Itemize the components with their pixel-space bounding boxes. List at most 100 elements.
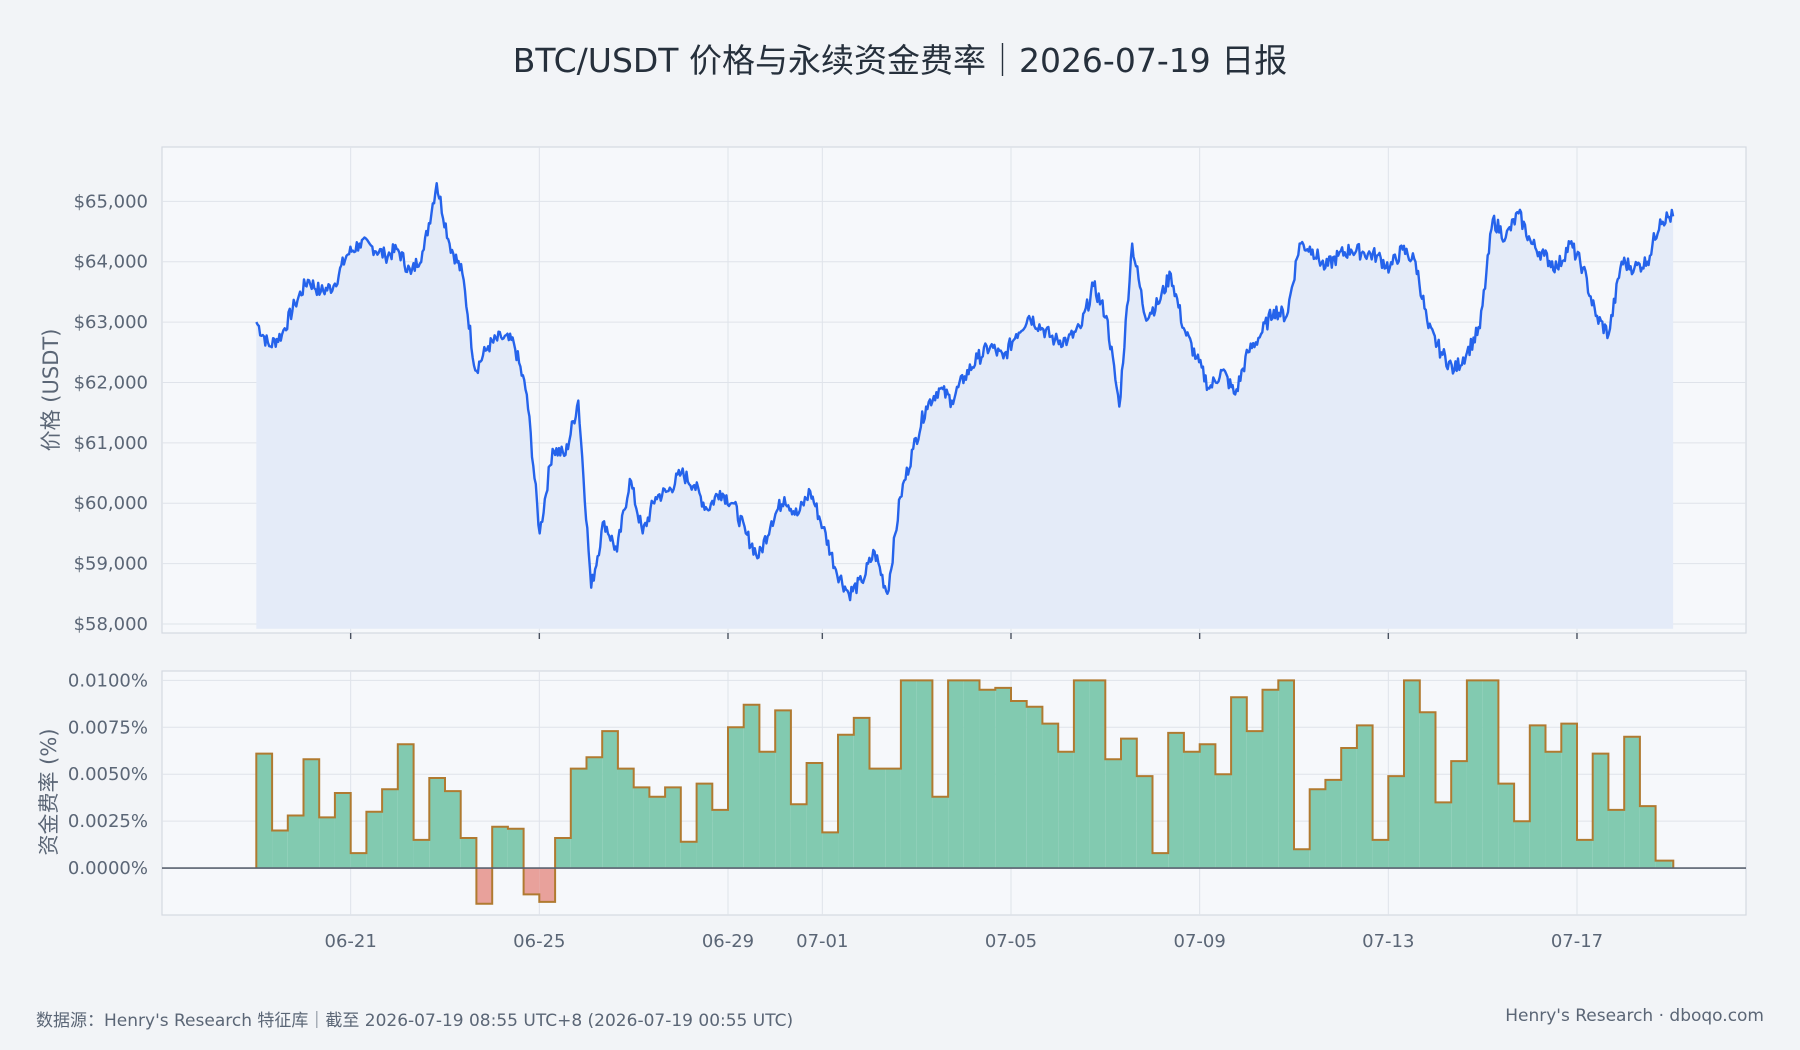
funding-rate-bar <box>979 689 996 869</box>
funding-x-tick-label: 07-05 <box>985 931 1037 952</box>
funding-rate-bar <box>1168 732 1184 869</box>
chart-title: BTC/USDT 价格与永续资金费率｜2026-07-19 日报 <box>512 41 1288 80</box>
brand-credit: Henry's Research · dboqo.com <box>1505 1006 1764 1026</box>
funding-rate-bar <box>1372 839 1389 869</box>
funding-rate-bar <box>948 680 964 869</box>
funding-rate-bar <box>1136 776 1153 869</box>
funding-rate-bar <box>885 768 901 869</box>
price-y-tick-label: $60,000 <box>74 493 148 514</box>
funding-rate-bar <box>334 793 351 869</box>
price-y-tick-label: $62,000 <box>74 372 148 393</box>
funding-rate-bar <box>1624 736 1640 869</box>
price-line <box>255 182 1675 602</box>
funding-rate-bar <box>303 759 320 869</box>
funding-rate-bar <box>806 762 823 869</box>
funding-rate-bar <box>916 680 933 869</box>
funding-x-tick-label: 07-13 <box>1362 931 1414 952</box>
funding-rate-bar <box>1529 725 1546 869</box>
funding-rate-bar <box>1121 738 1137 869</box>
data-source-note: 数据源：Henry's Research 特征库｜截至 2026-07-19 0… <box>36 1011 794 1031</box>
funding-rate-bar <box>712 809 728 869</box>
funding-rate-bar <box>319 817 335 869</box>
funding-rate-bar <box>1262 689 1279 869</box>
funding-rate-bar <box>1293 849 1310 869</box>
funding-rate-bar <box>382 789 398 869</box>
funding-rate-bar <box>665 787 681 869</box>
price-y-axis: $58,000 $59,000 $60,000 $61,000 $62,000 $63,0… <box>74 191 148 635</box>
funding-rate-bar <box>539 868 556 902</box>
funding-rate-bar <box>1498 783 1515 869</box>
funding-rate-bar <box>1010 701 1027 869</box>
funding-rate-bar <box>853 717 870 869</box>
funding-rate-bar <box>1576 839 1593 869</box>
funding-x-tick-label: 07-17 <box>1551 931 1603 952</box>
funding-rate-bar <box>256 753 273 869</box>
funding-rate-bar <box>1231 697 1247 869</box>
funding-axis-title: 资金费率 (%) <box>37 728 61 855</box>
funding-y-tick-label: 0.0050% <box>68 764 148 785</box>
funding-rate-bar <box>444 791 461 869</box>
funding-rate-bar <box>413 839 430 869</box>
funding-rate-bar <box>1341 747 1357 869</box>
funding-x-tick-label: 06-25 <box>513 931 565 952</box>
funding-rate-bar <box>822 832 839 869</box>
funding-rate-bar <box>1105 759 1122 869</box>
funding-rate-bar <box>759 751 776 869</box>
price-y-tick-label: $59,000 <box>74 554 148 575</box>
price-y-tick-label: $61,000 <box>74 433 148 454</box>
funding-rate-bar <box>602 731 618 869</box>
funding-y-tick-label: 0.0075% <box>68 717 148 738</box>
funding-rate-bar <box>476 868 493 904</box>
funding-rate-step-line <box>255 679 1675 905</box>
funding-rate-bar <box>570 768 587 869</box>
funding-rate-bar <box>397 744 414 869</box>
funding-rate-bar <box>1419 712 1436 869</box>
funding-rate-bar <box>523 868 540 895</box>
price-y-tick-label: $65,000 <box>74 191 148 212</box>
funding-rate-bar <box>460 838 477 869</box>
funding-rate-bar <box>633 787 650 869</box>
funding-rate-bar <box>1482 680 1499 869</box>
funding-rate-bar <box>1058 751 1074 869</box>
funding-rate-bar <box>1608 809 1625 869</box>
funding-rate-bar <box>743 704 760 869</box>
funding-x-tick-label: 06-29 <box>702 931 754 952</box>
funding-rate-bar <box>1089 680 1106 869</box>
funding-rate-bar <box>869 768 886 869</box>
funding-rate-bar <box>1466 680 1483 869</box>
funding-rate-bar <box>272 830 288 869</box>
funding-rate-bar <box>507 828 524 869</box>
funding-rate-bar <box>1246 731 1263 869</box>
funding-rate-bar <box>366 811 383 869</box>
funding-rate-bar <box>1325 779 1342 869</box>
funding-rate-areas <box>256 680 1674 904</box>
funding-rate-bar <box>1451 761 1467 869</box>
funding-rate-bar <box>1545 751 1562 869</box>
funding-rate-bar <box>680 841 697 869</box>
funding-y-tick-label: 0.0000% <box>68 858 148 879</box>
funding-rate-bar <box>1199 744 1216 869</box>
price-area-fill <box>256 183 1674 629</box>
funding-rate-bar <box>1435 802 1452 869</box>
funding-rate-bar <box>727 727 744 869</box>
funding-x-tick-label: 07-09 <box>1174 931 1226 952</box>
funding-rate-bar <box>1356 725 1373 869</box>
funding-rate-bar <box>617 768 634 869</box>
funding-x-tick-label: 07-01 <box>796 931 848 952</box>
funding-rate-bar <box>1655 860 1672 869</box>
funding-y-tick-label: 0.0100% <box>68 670 148 691</box>
funding-rate-bar <box>1561 723 1577 869</box>
funding-rate-bar <box>1388 776 1405 869</box>
funding-rate-bar <box>649 796 666 869</box>
funding-rate-bar <box>900 680 917 869</box>
funding-rate-bar <box>350 853 367 869</box>
funding-rate-bar <box>492 826 508 869</box>
price-y-tick-label: $64,000 <box>74 252 148 273</box>
funding-rate-bar <box>790 804 807 869</box>
funding-rate-bar <box>1026 706 1043 869</box>
funding-rate-bar <box>586 757 603 869</box>
funding-rate-bar <box>696 783 713 869</box>
funding-rate-bar <box>775 710 791 869</box>
